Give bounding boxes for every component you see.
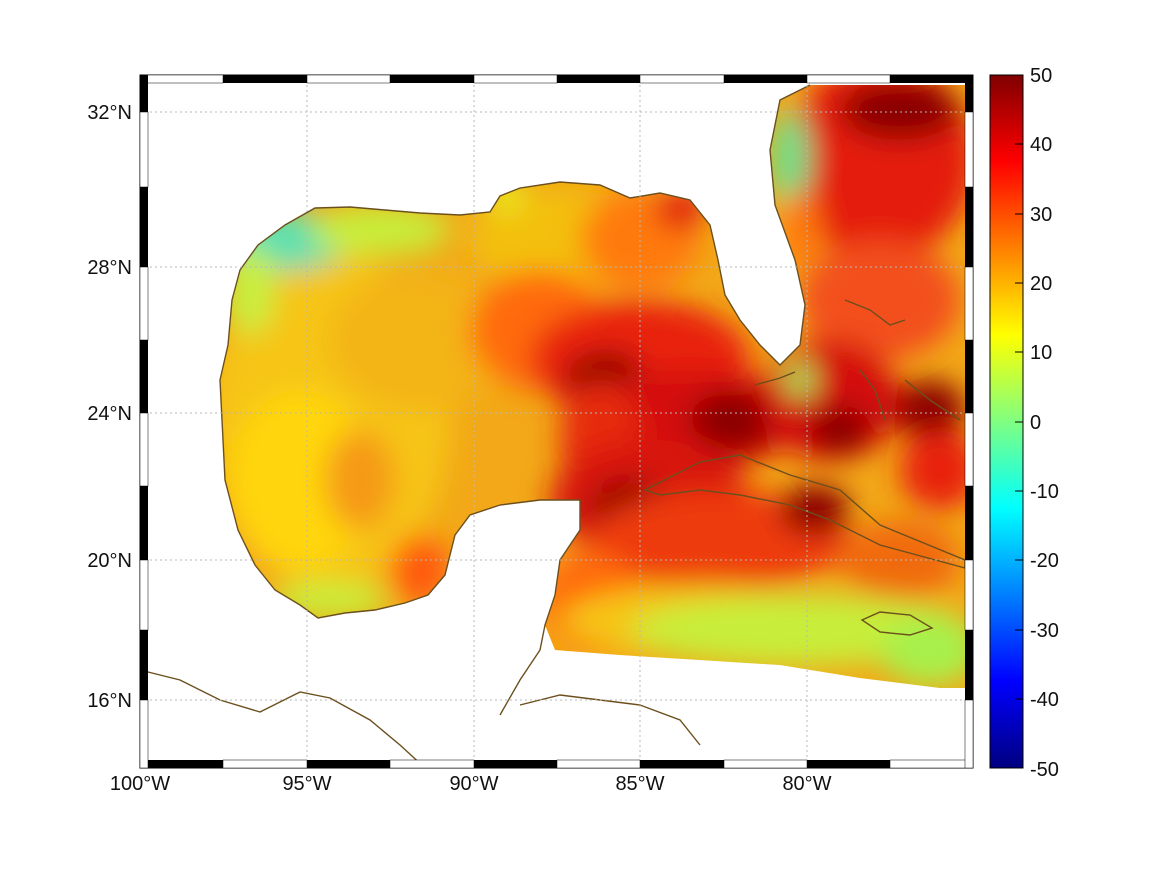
colorbar-tick-label: 0 — [1030, 412, 1041, 434]
gridlines — [140, 75, 973, 768]
colorbar-tick-label: -20 — [1030, 550, 1059, 572]
colorbar-tick-label: -30 — [1030, 620, 1059, 642]
gulf-coastline — [219, 84, 811, 421]
colorbar-tick-label: 30 — [1030, 204, 1052, 226]
jamaica-coastline — [860, 611, 934, 636]
colorbar-ticks — [1015, 143, 1023, 700]
lat-label: 24°N — [87, 403, 132, 425]
lon-label: 80°W — [782, 773, 831, 795]
colorbar-tick-label: 20 — [1030, 273, 1052, 295]
lon-label: 95°W — [282, 773, 331, 795]
central-america-coastline — [139, 669, 426, 769]
lat-label: 32°N — [87, 102, 132, 124]
colorbar: 50 40 30 20 10 0 -10 -20 -30 -40 -50 — [989, 65, 1059, 781]
colorbar-tick-label: 10 — [1030, 342, 1052, 364]
lon-label: 90°W — [449, 773, 498, 795]
colorbar-tick-labels: 50 40 30 20 10 0 -10 -20 -30 -40 -50 — [1030, 65, 1059, 781]
mexico-coastline — [221, 419, 581, 716]
lat-label: 16°N — [87, 690, 132, 712]
colorbar-tick-label: -50 — [1030, 759, 1059, 781]
colorbar-tick-label: -40 — [1030, 689, 1059, 711]
colorbar-tick-label: 50 — [1030, 65, 1052, 87]
colorbar-tick-label: -10 — [1030, 481, 1059, 503]
latitude-labels: 32°N 28°N 24°N 20°N 16°N — [87, 102, 132, 712]
colorbar-tick-label: 40 — [1030, 134, 1052, 156]
lon-label: 100°W — [110, 773, 170, 795]
lat-label: 28°N — [87, 257, 132, 279]
longitude-labels: 100°W 95°W 90°W 85°W 80°W — [110, 773, 832, 795]
honduras-coastline — [519, 694, 701, 746]
map-frame — [139, 74, 974, 769]
florida-keys — [754, 371, 796, 386]
lat-label: 20°N — [87, 550, 132, 572]
lon-label: 85°W — [615, 773, 664, 795]
